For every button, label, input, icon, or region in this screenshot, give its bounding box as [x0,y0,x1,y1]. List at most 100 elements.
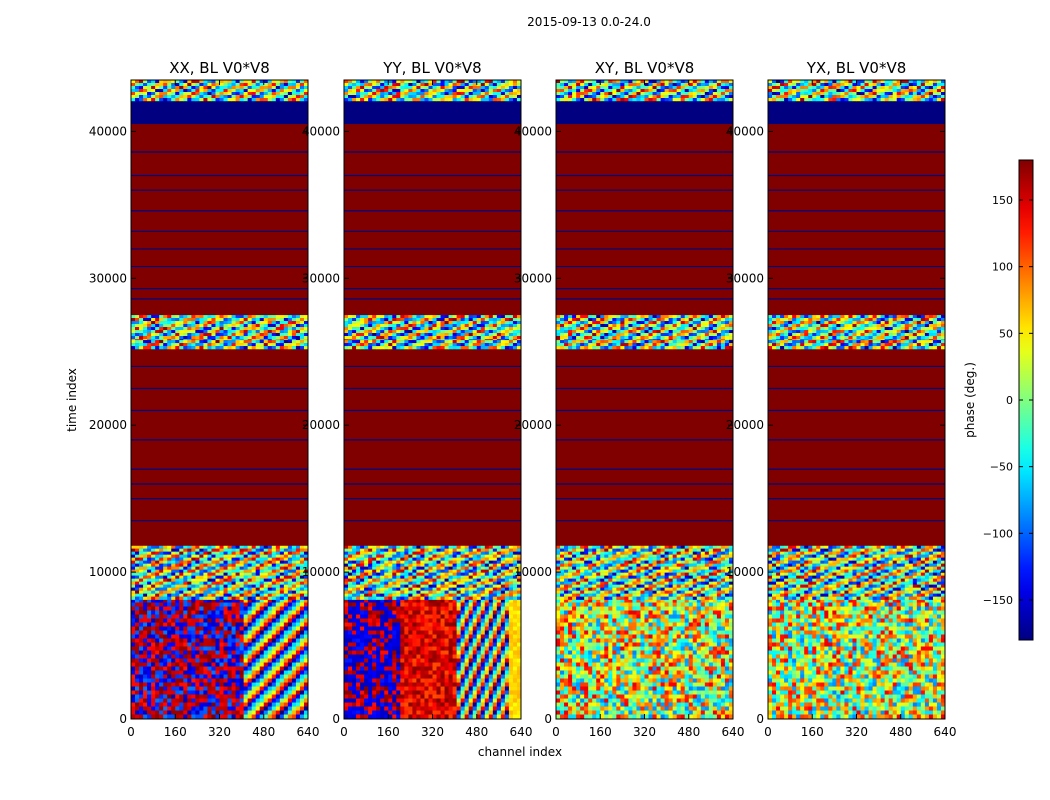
heatmap-cell [360,622,365,627]
heatmap-cell [139,581,144,585]
heatmap-cell [476,551,482,555]
heatmap-cell [368,578,373,582]
heatmap-cell [303,343,308,347]
heatmap-cell [259,662,265,667]
heatmap-cell [492,569,498,573]
heatmap-cell [392,606,397,611]
heatmap-cell [271,678,277,683]
heatmap-cell [348,694,353,699]
heatmap-cell [171,545,176,549]
heatmap-cell [215,86,220,90]
heatmap-cell [139,346,144,350]
heatmap-cell [388,698,393,703]
heatmap-cell [155,324,160,328]
heatmap-cell [179,606,184,611]
heatmap-cell [408,557,413,561]
heatmap-cell [227,587,232,591]
heatmap-cell [452,706,458,711]
heatmap-cell [143,686,148,691]
heatmap-cell [179,581,184,585]
heatmap-cell [484,545,490,549]
heatmap-cell [171,581,176,585]
heatmap-cell [303,548,308,552]
heatmap-cell [384,654,389,659]
heatmap-cell [376,602,381,607]
heatmap-cell [263,581,269,585]
heatmap-cell [207,566,212,570]
heatmap-cell [444,686,449,691]
heatmap-cell [251,654,257,659]
heatmap-cell [303,698,308,703]
heatmap-cell [388,646,393,651]
heatmap-cell [255,98,261,102]
heatmap-cell [195,614,200,619]
heatmap-cell [468,662,474,667]
heatmap-cell [348,569,353,573]
heatmap-cell [472,581,478,585]
heatmap-cell [147,560,152,564]
heatmap-cell [135,674,140,679]
heatmap-cell [139,638,144,643]
heatmap-cell [151,563,156,567]
heatmap-cell [279,554,285,558]
heatmap-cell [239,678,245,683]
heatmap-cell [271,614,277,619]
heatmap-cell [396,642,401,647]
heatmap-cell [243,702,249,707]
heatmap-cell [139,569,144,573]
heatmap-cell [203,678,208,683]
heatmap-cell [199,95,204,99]
heatmap-cell [223,315,228,319]
heatmap-cell [480,606,486,611]
heatmap-cell [259,678,265,683]
heatmap-cell [243,578,249,582]
heatmap-cell [207,80,212,84]
heatmap-cell [348,698,353,703]
heatmap-cell [376,581,381,585]
heatmap-cell [504,618,510,623]
heatmap-cell [231,318,236,322]
heatmap-cell [428,698,433,703]
heatmap-cell [291,315,297,319]
heatmap-cell [440,630,445,635]
heatmap-cell [191,662,196,667]
heatmap-cell [472,686,478,691]
heatmap-cell [155,557,160,561]
heatmap-cell [512,638,518,643]
heatmap-cell [291,340,297,344]
heatmap-cell [191,318,196,322]
heatmap-cell [199,614,204,619]
heatmap-cell [203,578,208,582]
heatmap-cell [231,327,236,331]
heatmap-cell [468,614,474,619]
heatmap-cell [299,670,305,675]
heatmap-cell [392,554,397,558]
heatmap-cell [412,678,417,683]
heatmap-cell [460,554,466,558]
heatmap-cell [500,606,506,611]
heatmap-cell [436,614,441,619]
heatmap-cell [456,560,462,564]
heatmap-cell [159,593,164,597]
heatmap-cell [271,330,277,334]
heatmap-cell [496,569,502,573]
heatmap-cell [191,548,196,552]
heatmap-cell [283,315,289,319]
heatmap-cell [139,563,144,567]
heatmap-cell [364,614,369,619]
heatmap-cell [139,698,144,703]
heatmap-cell [211,694,216,699]
heatmap-cell [187,654,192,659]
heatmap-cell [404,690,409,695]
heatmap-cell [271,690,277,695]
heatmap-cell [516,690,521,695]
heatmap-cell [251,714,257,719]
heatmap-cell [516,566,521,570]
heatmap-cell [464,646,470,651]
heatmap-cell [516,557,521,561]
heatmap-cell [227,614,232,619]
heatmap-cell [139,551,144,555]
heatmap-cell [235,714,241,719]
heatmap-cell [259,706,265,711]
heatmap-cell [303,572,308,576]
